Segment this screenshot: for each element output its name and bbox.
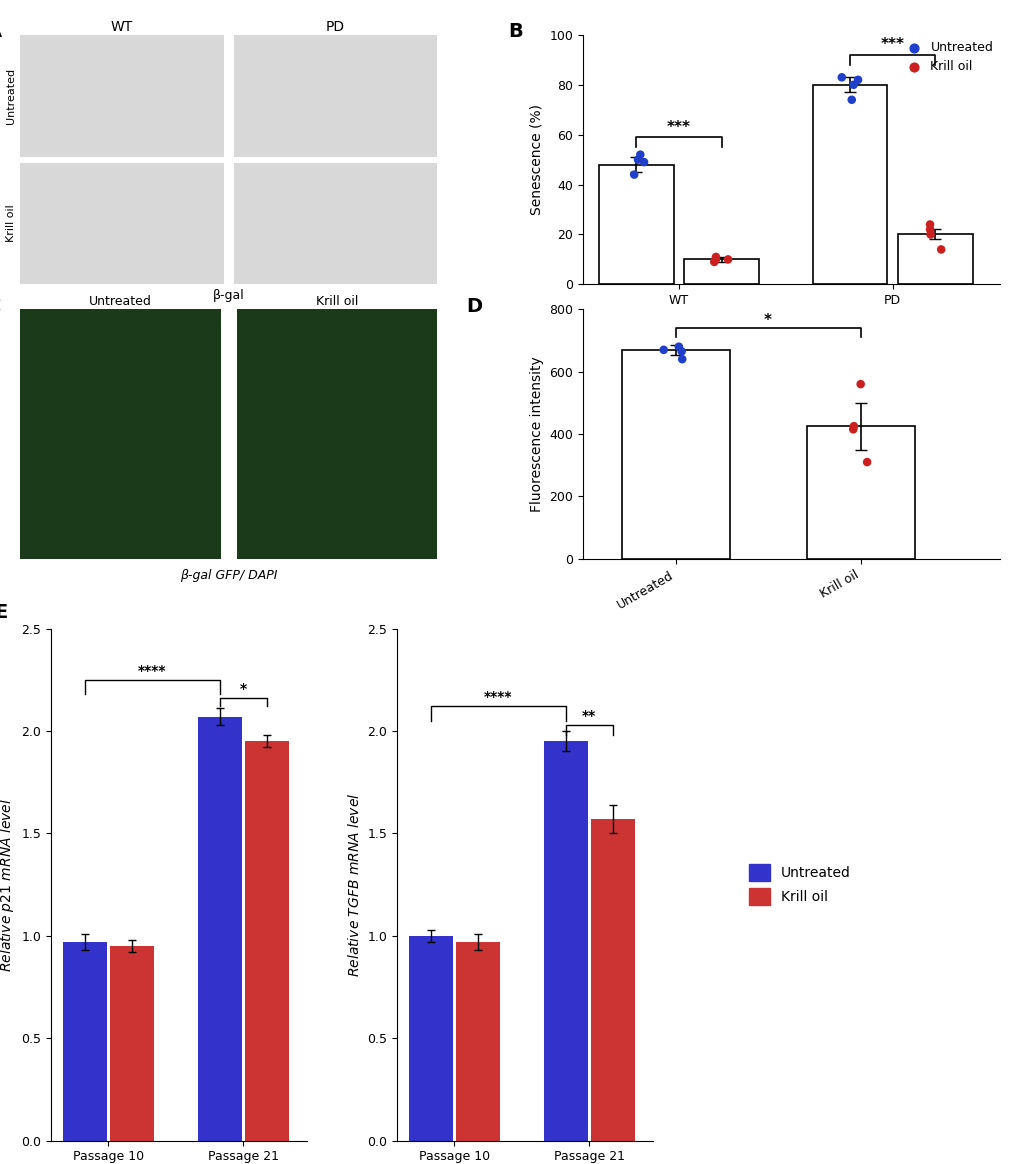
Point: [630, 150, 646, 169]
Bar: [63, 942, 107, 1141]
Point: [707, 248, 723, 267]
Bar: [409, 936, 452, 1141]
Bar: [543, 741, 587, 1141]
Title: WT: WT: [111, 20, 133, 34]
Text: β-gal: β-gal: [213, 290, 245, 303]
Title: Untreated: Untreated: [89, 296, 152, 308]
Bar: [455, 942, 499, 1141]
Point: [921, 215, 937, 234]
Point: [932, 240, 949, 258]
Point: [852, 375, 868, 393]
Text: ***: ***: [879, 37, 904, 52]
Point: [635, 152, 651, 171]
Point: [845, 417, 861, 435]
Point: [858, 453, 874, 471]
Text: A: A: [0, 22, 2, 42]
Point: [849, 71, 865, 90]
Text: **: **: [582, 709, 596, 723]
Y-axis label: Krill oil: Krill oil: [6, 205, 16, 242]
Point: [845, 76, 861, 94]
Point: [626, 165, 642, 184]
Text: D: D: [466, 297, 482, 315]
Text: *: *: [763, 313, 771, 328]
Y-axis label: Relative $p21$ mRNA level: Relative $p21$ mRNA level: [0, 797, 15, 972]
Point: [921, 225, 937, 243]
Point: [833, 68, 849, 86]
Point: [719, 250, 736, 269]
Bar: [684, 260, 758, 284]
Bar: [198, 717, 242, 1141]
Bar: [812, 85, 887, 284]
Point: [921, 220, 937, 239]
Bar: [245, 741, 288, 1141]
Y-axis label: Relative $TGFB$ mRNA level: Relative $TGFB$ mRNA level: [346, 793, 362, 977]
Y-axis label: Fluorescence intensity: Fluorescence intensity: [529, 356, 543, 512]
Bar: [806, 426, 914, 559]
Y-axis label: Untreated: Untreated: [6, 68, 16, 123]
Point: [843, 91, 859, 109]
Point: [707, 250, 723, 269]
Title: Krill oil: Krill oil: [316, 296, 358, 308]
Text: β-gal GFP/ DAPI: β-gal GFP/ DAPI: [179, 569, 277, 582]
Y-axis label: Senescence (%): Senescence (%): [529, 104, 543, 215]
Point: [632, 146, 648, 164]
Text: ***: ***: [666, 120, 691, 135]
Bar: [590, 819, 634, 1141]
Bar: [110, 946, 154, 1141]
Title: PD: PD: [325, 20, 344, 34]
Point: [655, 341, 672, 360]
Text: *: *: [239, 682, 247, 696]
Text: ****: ****: [484, 690, 513, 704]
Text: E: E: [0, 603, 8, 622]
Point: [674, 350, 690, 369]
Point: [845, 420, 861, 439]
Legend: Untreated, Krill oil: Untreated, Krill oil: [743, 859, 855, 910]
Bar: [621, 350, 729, 559]
Bar: [598, 164, 674, 284]
Legend: Untreated, Krill oil: Untreated, Krill oil: [896, 36, 998, 78]
Bar: [897, 234, 972, 284]
Point: [673, 342, 689, 361]
Point: [671, 338, 687, 356]
Text: ****: ****: [138, 663, 166, 677]
Text: B: B: [507, 22, 522, 42]
Point: [705, 253, 721, 271]
Text: C: C: [0, 297, 1, 315]
